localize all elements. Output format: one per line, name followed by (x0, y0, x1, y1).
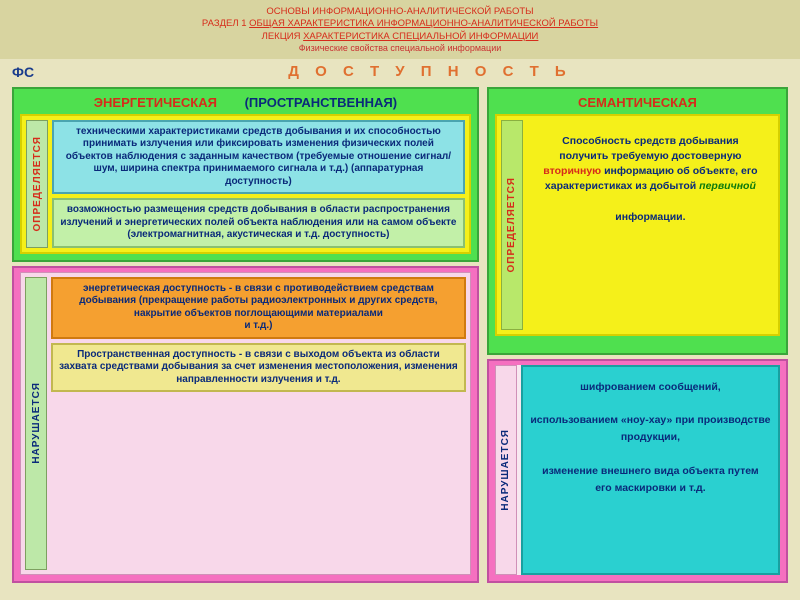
r2: использованием «ноу-хау» при производств… (530, 414, 770, 443)
box-placement: возможностью размещения средств добывани… (52, 198, 465, 248)
page-root: ОСНОВЫ ИНФОРМАЦИОННО-АНАЛИТИЧЕСКОЙ РАБОТ… (0, 0, 800, 600)
violation-stack-left: энергетическая доступность - в связи с п… (51, 277, 466, 570)
energ-definitions: техническими характеристиками средств до… (52, 120, 465, 248)
energetic-panel: ЭНЕРГЕТИЧЕСКАЯ (ПРОСТРАНСТВЕННАЯ) ОПРЕДЕ… (12, 87, 479, 262)
vlabel-violate-left-text: НАРУШАЕТСЯ (31, 382, 42, 464)
energetic-row: ОПРЕДЕЛЯЕТСЯ техническими характеристика… (26, 120, 465, 248)
violation-inner-right: НАРУШАЕТСЯ шифрованием сообщений, исполь… (495, 365, 780, 575)
left-column: ЭНЕРГЕТИЧЕСКАЯ (ПРОСТРАНСТВЕННАЯ) ОПРЕДЕ… (12, 87, 479, 583)
header-line3-pre: ЛЕКЦИЯ (262, 31, 303, 42)
header-line3-u: ХАРАКТЕРИСТИКА СПЕЦИАЛЬНОЙ ИНФОРМАЦИИ (303, 31, 538, 42)
vlabel-define-right: ОПРЕДЕЛЯЕТСЯ (501, 120, 523, 330)
header-line1: ОСНОВЫ ИНФОРМАЦИОННО-АНАЛИТИЧЕСКОЙ РАБОТ… (0, 6, 800, 18)
semantic-title: СЕМАНТИЧЕСКАЯ (495, 93, 780, 114)
header-line2-u: ОБЩАЯ ХАРАКТЕРИСТИКА ИНФОРМАЦИОННО-АНАЛИ… (249, 18, 598, 29)
fs-label: ФС (12, 64, 72, 80)
header-line3: ЛЕКЦИЯ ХАРАКТЕРИСТИКА СПЕЦИАЛЬНОЙ ИНФОРМ… (0, 31, 800, 43)
semantic-yellow-wrap: ОПРЕДЕЛЯЕТСЯ Способность средств добыван… (495, 114, 780, 336)
vlabel-define-left-text: ОПРЕДЕЛЯЕТСЯ (32, 136, 43, 232)
box-energetic-violation-tail: и т.д.) (244, 320, 272, 331)
sem-p4: информации. (615, 211, 685, 223)
violation-inner-left: НАРУШАЕТСЯ энергетическая доступность - … (20, 272, 471, 575)
sem-red: вторичную (543, 165, 601, 177)
header-line4: Физические свойства специальной информац… (0, 43, 800, 55)
vlabel-violate-right-text: НАРУШАЕТСЯ (500, 429, 511, 511)
sem-green: первичной (699, 180, 756, 192)
semantic-row: ОПРЕДЕЛЯЕТСЯ Способность средств добыван… (501, 120, 774, 330)
vlabel-violate-left: НАРУШАЕТСЯ (25, 277, 47, 570)
main-grid: ЭНЕРГЕТИЧЕСКАЯ (ПРОСТРАНСТВЕННАЯ) ОПРЕДЕ… (0, 87, 800, 587)
box-spatial-violation: Пространственная доступность - в связи с… (51, 343, 466, 393)
r1: шифрованием сообщений, (580, 381, 721, 393)
r3: изменение внешнего вида объекта путем (542, 465, 759, 477)
box-technical: техническими характеристиками средств до… (52, 120, 465, 195)
sem-p2: получить требуемую достоверную (559, 150, 741, 162)
header: ОСНОВЫ ИНФОРМАЦИОННО-АНАЛИТИЧЕСКОЙ РАБОТ… (0, 0, 800, 59)
semantic-violation-box: шифрованием сообщений, использованием «н… (521, 365, 780, 575)
energetic-title: ЭНЕРГЕТИЧЕСКАЯ (ПРОСТРАНСТВЕННАЯ) (20, 93, 471, 114)
title-row: ФС Д О С Т У П Н О С Т Ь (0, 59, 800, 87)
violation-row-right: НАРУШАЕТСЯ шифрованием сообщений, исполь… (495, 365, 780, 575)
violation-panel-right: НАРУШАЕТСЯ шифрованием сообщений, исполь… (487, 359, 788, 583)
r4: его маскировки и т.д. (595, 482, 705, 494)
energetic-title-red: ЭНЕРГЕТИЧЕСКАЯ (94, 95, 217, 110)
semantic-definition: Способность средств добывания получить т… (527, 120, 774, 330)
right-column: СЕМАНТИЧЕСКАЯ ОПРЕДЕЛЯЕТСЯ Способность с… (487, 87, 788, 583)
main-title: Д О С Т У П Н О С Т Ь (72, 63, 788, 80)
vlabel-violate-right: НАРУШАЕТСЯ (495, 365, 517, 575)
sem-p1: Способность средств добывания (562, 135, 739, 147)
vlabel-define-right-text: ОПРЕДЕЛЯЕТСЯ (506, 177, 517, 273)
vlabel-define-left: ОПРЕДЕЛЯЕТСЯ (26, 120, 48, 248)
box-energetic-violation-text: энергетическая доступность - в связи с п… (79, 283, 437, 319)
header-line2: РАЗДЕЛ 1 ОБЩАЯ ХАРАКТЕРИСТИКА ИНФОРМАЦИО… (0, 18, 800, 30)
header-line2-pre: РАЗДЕЛ 1 (202, 18, 249, 29)
energetic-yellow-wrap: ОПРЕДЕЛЯЕТСЯ техническими характеристика… (20, 114, 471, 254)
energetic-title-blue: (ПРОСТРАНСТВЕННАЯ) (245, 95, 398, 110)
box-energetic-violation: энергетическая доступность - в связи с п… (51, 277, 466, 339)
semantic-panel: СЕМАНТИЧЕСКАЯ ОПРЕДЕЛЯЕТСЯ Способность с… (487, 87, 788, 355)
violation-panel-left: НАРУШАЕТСЯ энергетическая доступность - … (12, 266, 479, 583)
violation-row-left: НАРУШАЕТСЯ энергетическая доступность - … (25, 277, 466, 570)
